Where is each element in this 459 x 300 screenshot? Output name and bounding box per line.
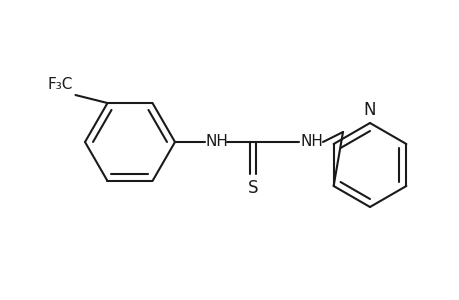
Text: NH: NH [300,134,323,148]
Text: F₃C: F₃C [47,77,73,92]
Text: N: N [363,101,375,119]
Text: S: S [247,179,257,197]
Text: NH: NH [206,134,229,148]
